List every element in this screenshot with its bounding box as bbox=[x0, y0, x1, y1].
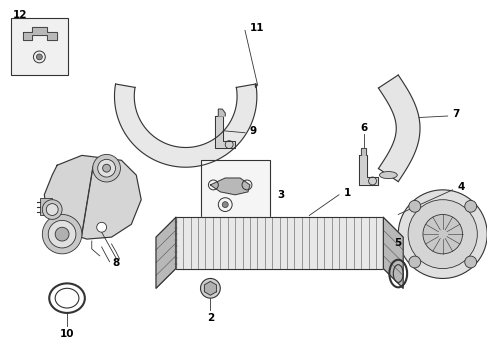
Circle shape bbox=[48, 220, 76, 248]
Polygon shape bbox=[115, 84, 257, 167]
Polygon shape bbox=[361, 148, 366, 156]
Ellipse shape bbox=[255, 85, 256, 87]
Circle shape bbox=[200, 278, 220, 298]
Polygon shape bbox=[23, 27, 57, 40]
Polygon shape bbox=[383, 217, 403, 288]
Circle shape bbox=[222, 202, 228, 208]
Polygon shape bbox=[156, 217, 176, 288]
Circle shape bbox=[398, 190, 487, 278]
Text: 12: 12 bbox=[13, 10, 27, 19]
Polygon shape bbox=[378, 75, 420, 181]
Circle shape bbox=[55, 227, 69, 241]
Circle shape bbox=[42, 200, 62, 219]
FancyBboxPatch shape bbox=[200, 160, 270, 219]
Text: 9: 9 bbox=[250, 126, 257, 136]
Ellipse shape bbox=[379, 171, 397, 179]
Circle shape bbox=[423, 215, 463, 254]
Text: 2: 2 bbox=[207, 313, 214, 323]
Circle shape bbox=[465, 256, 477, 268]
Text: 7: 7 bbox=[453, 109, 460, 119]
Polygon shape bbox=[215, 116, 235, 148]
Text: 1: 1 bbox=[344, 188, 351, 198]
Circle shape bbox=[465, 201, 477, 212]
Polygon shape bbox=[176, 217, 383, 269]
Circle shape bbox=[408, 200, 477, 269]
Ellipse shape bbox=[255, 84, 256, 87]
Text: 6: 6 bbox=[360, 123, 368, 133]
Circle shape bbox=[93, 154, 121, 182]
Polygon shape bbox=[210, 178, 250, 195]
Circle shape bbox=[102, 164, 111, 172]
Polygon shape bbox=[219, 109, 225, 116]
Circle shape bbox=[42, 215, 82, 254]
Circle shape bbox=[46, 204, 58, 215]
Polygon shape bbox=[204, 282, 217, 295]
Polygon shape bbox=[359, 156, 378, 185]
Bar bbox=[40, 198, 52, 215]
Text: 4: 4 bbox=[458, 182, 465, 192]
Circle shape bbox=[409, 201, 421, 212]
Text: 10: 10 bbox=[60, 329, 74, 339]
Circle shape bbox=[97, 222, 107, 232]
Circle shape bbox=[409, 256, 421, 268]
Text: 5: 5 bbox=[394, 238, 402, 248]
Polygon shape bbox=[44, 156, 141, 239]
FancyBboxPatch shape bbox=[11, 18, 68, 75]
Circle shape bbox=[36, 54, 42, 60]
Text: 11: 11 bbox=[250, 23, 265, 33]
Text: 3: 3 bbox=[278, 190, 285, 200]
Text: 8: 8 bbox=[113, 258, 120, 268]
Circle shape bbox=[98, 159, 116, 177]
